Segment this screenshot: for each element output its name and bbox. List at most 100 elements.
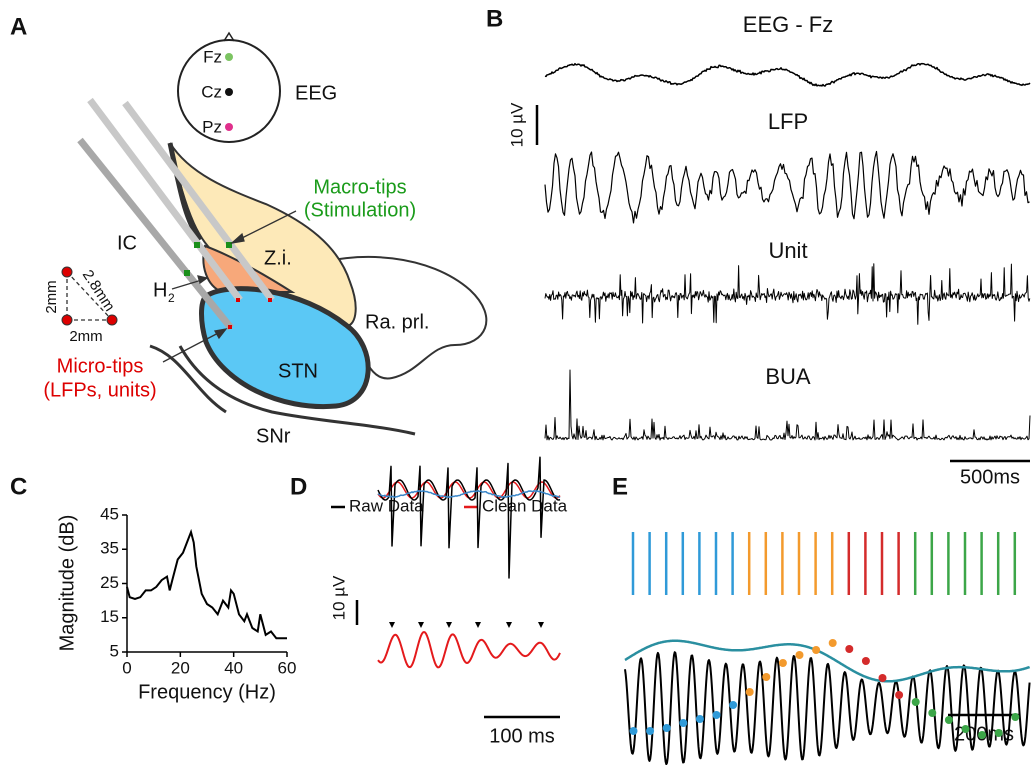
baseline-trace <box>377 489 561 499</box>
phase-dot <box>845 645 854 653</box>
geometry-label: 2mm <box>43 280 60 313</box>
electrode-dot <box>225 53 233 61</box>
eeg-head <box>177 31 281 143</box>
envelope-trace <box>624 639 1031 683</box>
ic-border <box>167 142 203 242</box>
micro-tip <box>228 325 232 329</box>
amplitude-scale: 10 µV <box>329 575 348 620</box>
phase-dot <box>695 715 704 723</box>
raw-trace <box>377 456 561 579</box>
arrow <box>233 210 297 243</box>
geometry-point <box>61 314 73 326</box>
stim-marker <box>446 622 452 628</box>
arrow-head <box>197 275 209 285</box>
snr-border <box>178 345 416 436</box>
y-tick-label: 15 <box>100 607 119 626</box>
arrow-head <box>213 328 228 340</box>
stn-label: STN <box>278 360 318 382</box>
y-tick-label: 5 <box>110 641 119 660</box>
x-axis-label: Frequency (Hz) <box>138 681 276 703</box>
geometry-point <box>61 266 73 278</box>
trace-title: Unit <box>768 238 807 263</box>
stim-marker <box>506 622 512 628</box>
stn-region <box>199 286 371 410</box>
snr-label: SNr <box>256 425 291 447</box>
stim-marker <box>475 622 481 628</box>
time-scale: 100 ms <box>489 725 555 747</box>
pointer-arrows <box>162 210 297 363</box>
micro-tip <box>236 298 240 302</box>
h2-label: H <box>153 279 167 301</box>
geometry-point <box>106 314 118 326</box>
y-tick-label: 25 <box>100 573 119 592</box>
phase-dot <box>878 674 887 682</box>
phase-dot <box>629 727 638 735</box>
macro-tip <box>226 242 232 248</box>
geometry-label: 2mm <box>69 328 102 345</box>
dashed-line <box>66 271 113 321</box>
stim-marker <box>418 622 424 628</box>
phase-dot <box>861 657 870 665</box>
amplitude-scale: 10 µV <box>507 102 526 147</box>
x-tick-label: 20 <box>171 658 190 677</box>
y-tick-label: 35 <box>100 539 119 558</box>
x-tick-label: 60 <box>278 658 297 677</box>
oscillation-trace <box>624 651 1031 765</box>
phase-dot <box>646 727 655 735</box>
eeg-label: EEG <box>295 82 337 104</box>
phase-dot <box>828 639 837 647</box>
trace-title: BUA <box>765 364 811 389</box>
phase-dot <box>778 659 787 667</box>
micro-tips-label: Micro-tips <box>57 355 144 377</box>
x-tick-label: 0 <box>122 658 131 677</box>
unit-trace <box>544 263 1031 325</box>
phase-dot <box>928 709 937 717</box>
electrode-dot <box>225 88 233 96</box>
panel-label: B <box>486 5 503 32</box>
electrode-shaft <box>87 97 243 303</box>
trace-title: LFP <box>768 109 808 134</box>
arrow-head <box>229 232 245 245</box>
panel-label: A <box>10 13 27 40</box>
zi-label: Z.i. <box>264 247 292 269</box>
h2-subscript: 2 <box>168 291 175 305</box>
electrode-label: Cz <box>201 82 222 101</box>
phase-dot <box>961 725 970 733</box>
electrode-shaft <box>122 100 275 303</box>
macro-tips-label: (Stimulation) <box>304 199 416 221</box>
geometry-label: 2.8mm <box>79 267 118 315</box>
snr-border <box>149 344 227 414</box>
spectrum-line <box>126 528 287 640</box>
phase-dot <box>1011 713 1020 721</box>
lfp-trace <box>544 150 1030 224</box>
phase-dot <box>712 711 721 719</box>
micro-tips-label: (LFPs, units) <box>43 379 156 401</box>
panel-label: E <box>612 473 628 500</box>
ra-prl-label: Ra. prl. <box>365 311 429 333</box>
legend-label: Clean Data <box>482 496 568 515</box>
phase-dot <box>895 691 904 699</box>
electrode-label: Fz <box>203 47 222 66</box>
phase-dot <box>729 701 738 709</box>
phase-dot <box>944 716 953 724</box>
arrow <box>162 329 225 363</box>
trace-title: EEG - Fz <box>743 12 833 37</box>
phase-dot <box>812 646 821 654</box>
macro-tips-label: Macro-tips <box>313 176 406 198</box>
x-tick-label: 40 <box>224 658 243 677</box>
legend-label: Raw Data <box>349 496 424 515</box>
panel-label: C <box>10 473 27 500</box>
phase-dot <box>745 688 754 696</box>
phase-dot <box>795 651 804 659</box>
bua-trace <box>544 369 1031 441</box>
time-scale: 500ms <box>960 466 1020 488</box>
macro-tip <box>184 270 190 276</box>
phase-dot <box>911 698 920 706</box>
geometry-lines <box>66 271 113 321</box>
panel-label: D <box>290 473 307 500</box>
stim-marker <box>538 622 544 628</box>
eeg-trace <box>544 62 1031 87</box>
electrode-label: Pz <box>202 117 222 136</box>
y-tick-label: 45 <box>100 504 119 523</box>
phase-dot <box>762 673 771 681</box>
